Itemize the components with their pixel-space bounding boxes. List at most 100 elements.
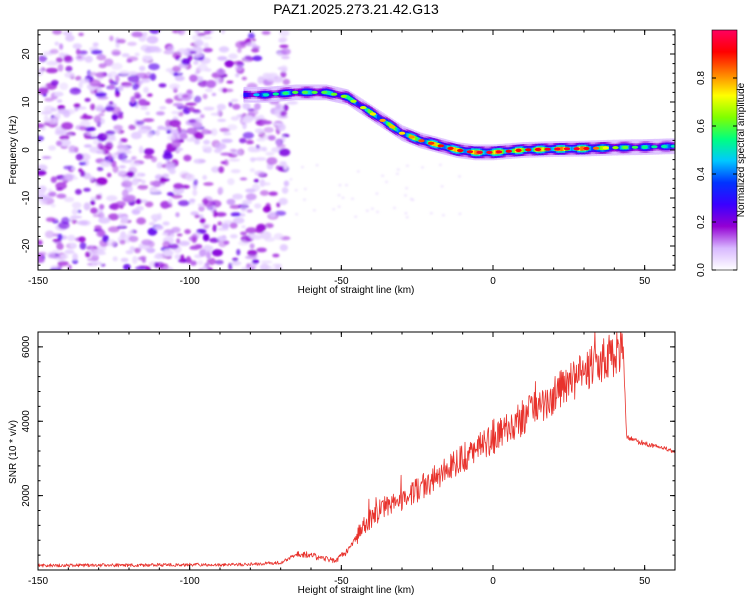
heatmap-noise-cell: [75, 75, 82, 81]
heatmap-noise-cell: [39, 195, 51, 201]
heatmap-signal-peak: [282, 91, 289, 95]
heatmap-noise-cell: [189, 198, 196, 203]
heatmap-noise-cell: [71, 201, 82, 209]
heatmap-noise-cell: [68, 145, 77, 152]
heatmap-noise-cell: [303, 187, 307, 191]
heatmap-noise-cell: [63, 55, 72, 62]
heatmap-signal-peak: [544, 147, 551, 151]
heatmap-noise-cell: [95, 150, 105, 154]
heatmap-noise-cell: [332, 208, 336, 211]
heatmap-noise-cell: [87, 245, 93, 249]
heatmap-noise-cell: [250, 158, 255, 163]
heatmap-noise-cell: [139, 65, 146, 72]
heatmap-noise-cell: [274, 108, 281, 117]
snr-panel: -150 -100 -50 0 50 2000 4000 6000 Height of st…: [8, 331, 676, 596]
heatmap-noise-cell: [56, 193, 67, 199]
colorbar-frame: [711, 29, 738, 271]
heatmap-noise-cell: [236, 114, 244, 118]
heatmap-noise-cell: [458, 175, 461, 178]
heatmap-noise-cell: [194, 214, 200, 219]
heatmap-noise-cell: [239, 137, 247, 144]
heatmap-noise-cell: [196, 228, 207, 234]
heatmap-noise-cell: [142, 31, 148, 37]
heatmap-noise-cell: [121, 189, 129, 198]
heatmap-signal-peak: [301, 90, 309, 94]
heatmap-noise-cell: [54, 254, 67, 262]
heatmap-noise-cell: [211, 249, 223, 257]
heatmap-noise-cell: [136, 217, 147, 225]
heatmap-noise-cell: [152, 180, 162, 188]
heatmap-noise-cell: [149, 186, 157, 193]
heatmap-noise-cell: [236, 249, 241, 256]
heatmap-noise-cell: [264, 265, 273, 270]
heatmap-noise-cell: [79, 78, 90, 84]
heatmap-noise-cell: [159, 176, 167, 184]
heatmap-noise-cell: [281, 55, 290, 60]
heatmap-noise-cell: [58, 221, 70, 230]
heatmap-noise-cell: [166, 129, 172, 134]
heatmap-noise-cell: [193, 53, 203, 58]
heatmap-noise-cell: [202, 36, 213, 40]
heatmap-noise-cell: [260, 120, 273, 125]
heatmap-noise-cell: [75, 48, 81, 55]
heatmap-noise-cell: [140, 255, 147, 261]
heatmap-noise-cell: [240, 231, 247, 236]
heatmap-noise-cell: [215, 142, 227, 150]
heatmap-signal-peak: [525, 148, 532, 152]
heatmap-noise-cell: [52, 30, 63, 35]
heatmap-noise-cell: [146, 35, 159, 44]
heatmap-noise-cell: [149, 30, 160, 34]
heatmap-noise-cell: [194, 39, 204, 47]
heatmap-noise-cell: [79, 242, 87, 250]
heatmap-noise-cell: [338, 184, 342, 187]
heatmap-noise-cell: [202, 245, 214, 251]
heatmap-noise-cell: [254, 103, 261, 110]
y-tick-label: 4000: [21, 410, 32, 433]
heatmap-noise-cell: [303, 198, 306, 201]
heatmap-noise-cell: [40, 110, 53, 115]
heatmap-noise-cell: [248, 234, 257, 239]
heatmap-noise-cell: [217, 221, 223, 226]
heatmap-noise-cell: [242, 119, 252, 124]
heatmap-noise-cell: [89, 79, 101, 87]
heatmap-signal-peak: [330, 92, 338, 96]
heatmap-noise-cell: [246, 139, 254, 145]
heatmap-noise-cell: [141, 179, 146, 184]
heatmap-signal-peak: [466, 150, 474, 154]
heatmap-noise-cell: [176, 126, 182, 132]
heatmap-noise-cell: [62, 31, 73, 36]
heatmap-signal-layer: [243, 84, 675, 161]
heatmap-noise-cell: [404, 212, 408, 215]
heatmap-noise-cell: [115, 75, 120, 83]
heatmap-noise-cell: [120, 257, 129, 263]
heatmap-noise-cell: [255, 144, 260, 149]
heatmap-noise-cell: [150, 46, 160, 52]
heatmap-noise-cell: [38, 239, 43, 246]
heatmap-noise-cell: [279, 44, 289, 49]
heatmap-noise-cell: [162, 232, 169, 236]
heatmap-noise-cell: [89, 248, 96, 256]
heatmap-noise-cell: [337, 205, 341, 208]
heatmap-noise-cell: [78, 81, 83, 89]
heatmap-noise-cell: [181, 58, 191, 65]
heatmap-noise-cell: [279, 110, 288, 117]
heatmap-signal-peak: [641, 145, 648, 149]
heatmap-noise-cell: [166, 192, 175, 196]
heatmap-noise-cell: [113, 124, 123, 131]
heatmap-noise-cell: [242, 132, 255, 139]
heatmap-noise-cell: [232, 257, 239, 262]
heatmap-noise-cell: [223, 240, 230, 245]
heatmap-noise-cell: [53, 91, 64, 97]
x-tick-label: 0: [490, 576, 496, 587]
heatmap-noise-cell: [165, 98, 174, 104]
heatmap-noise-cell: [65, 34, 75, 42]
heatmap-noise-cell: [90, 49, 103, 55]
snr-x-label: Height of straight line (km): [298, 585, 415, 596]
heatmap-noise-cell: [193, 95, 202, 103]
heatmap-noise-cell: [56, 140, 62, 147]
heatmap-noise-cell: [142, 118, 155, 123]
heatmap-signal-peak: [563, 147, 571, 151]
heatmap-noise-cell: [242, 102, 251, 110]
heatmap-signal-peak: [292, 90, 299, 94]
